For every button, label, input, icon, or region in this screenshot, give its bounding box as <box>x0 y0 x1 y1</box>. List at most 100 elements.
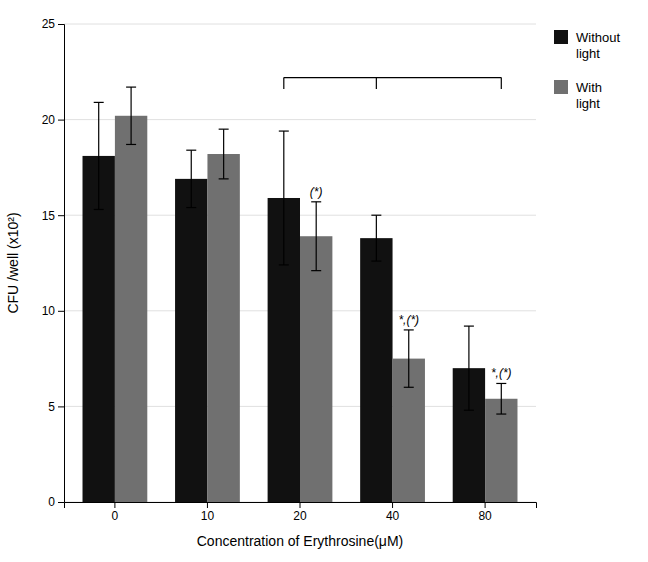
x-tick-label: 20 <box>293 509 307 523</box>
bar <box>115 116 147 502</box>
error-bar <box>311 202 321 271</box>
x-tick-line <box>485 502 486 508</box>
legend-swatch <box>554 80 568 94</box>
bracket-line <box>376 78 377 89</box>
error-bar-line <box>371 215 381 216</box>
error-bar-line <box>464 325 474 326</box>
error-bar-line <box>311 270 321 271</box>
y-tick-line <box>58 406 64 407</box>
marks <box>83 78 518 502</box>
error-bar-line <box>219 178 229 179</box>
legend: Withoutlight Withlight <box>554 30 620 111</box>
error-bar-line <box>223 129 224 179</box>
x-axis-line <box>65 503 537 509</box>
error-bar-line <box>279 264 289 265</box>
grid <box>64 24 536 502</box>
error-bar-line <box>464 410 474 411</box>
error-bar-line <box>219 129 229 130</box>
error-bar-line <box>283 131 284 265</box>
legend-label: Withoutlight <box>576 30 620 61</box>
y-axis: 0 5 10 15 20 25 <box>42 17 65 509</box>
y-tick-label: 0 <box>48 495 55 509</box>
plot: 0 5 10 15 20 25 0 10 20 40 80 (*) *,(*) *,(*) <box>42 17 537 522</box>
x-tick-line <box>207 502 208 508</box>
error-bar-line <box>468 326 469 410</box>
bar <box>485 399 517 502</box>
chart: 0 5 10 15 20 25 0 10 20 40 80 (*) *,(*) *,(*) Concentr… <box>0 0 648 562</box>
error-bar-line <box>371 260 381 261</box>
y-tick-label: 5 <box>48 400 55 414</box>
y-tick-label: 10 <box>42 304 56 318</box>
error-bar-line <box>501 383 502 414</box>
error-bar-line <box>130 87 131 144</box>
bar <box>360 238 392 502</box>
y-tick-label: 15 <box>42 209 56 223</box>
error-bar-line <box>311 201 321 202</box>
annotation: *,(*) <box>491 366 512 380</box>
error-bar <box>94 102 104 209</box>
y-tick-line <box>58 120 64 121</box>
error-bar-line <box>191 150 192 207</box>
error-bar <box>371 215 381 261</box>
annotations: (*) *,(*) *,(*) <box>310 185 512 381</box>
legend-label: Withlight <box>576 80 602 111</box>
y-tick-line <box>58 502 64 503</box>
x-tick-label: 0 <box>112 509 119 523</box>
error-bar-line <box>376 215 377 261</box>
error-bar-line <box>404 387 414 388</box>
bracket-line <box>283 78 284 89</box>
y-tick: 5 <box>48 400 64 414</box>
y-tick-label: 20 <box>42 113 56 127</box>
error-bar-line <box>316 202 317 271</box>
series <box>83 102 486 502</box>
bar <box>300 236 332 502</box>
error-bar <box>404 330 414 387</box>
error-bar <box>464 326 474 410</box>
error-bar-line <box>496 383 506 384</box>
error-bar-line <box>279 130 289 131</box>
error-bar-line <box>186 207 196 208</box>
error-bar-line <box>98 102 99 209</box>
y-axis-title: CFU /well (x10²) <box>5 212 21 313</box>
x-tick-line <box>114 502 115 508</box>
bar <box>175 179 207 502</box>
y-axis-line <box>58 25 65 503</box>
error-bar <box>186 150 196 207</box>
bracket-line <box>501 78 502 89</box>
y-tick: 25 <box>42 17 64 31</box>
x-tick: 80 <box>478 502 492 523</box>
bracket <box>284 78 501 89</box>
y-tick: 10 <box>42 304 64 318</box>
y-tick: 15 <box>42 209 64 223</box>
bar <box>207 154 239 502</box>
error-bar-line <box>186 150 196 151</box>
x-axis-title: Concentration of Erythrosine(μM) <box>197 533 403 549</box>
error-bar <box>279 131 289 265</box>
x-tick-label: 10 <box>201 509 215 523</box>
x-tick: 10 <box>201 502 215 523</box>
annotation: (*) <box>310 185 323 199</box>
series <box>115 87 518 502</box>
error-bar-line <box>126 86 136 87</box>
x-tick-line <box>300 502 301 508</box>
annotation: *,(*) <box>398 313 419 327</box>
x-tick-label: 40 <box>386 509 400 523</box>
error-bar <box>126 87 136 144</box>
error-bar <box>496 383 506 414</box>
y-tick-label: 25 <box>42 17 56 31</box>
y-tick: 20 <box>42 113 64 127</box>
y-tick: 0 <box>48 495 64 509</box>
error-bar-line <box>94 102 104 103</box>
y-tick-line <box>58 215 64 216</box>
x-tick: 40 <box>386 502 400 523</box>
error-bar-line <box>404 329 414 330</box>
error-bar <box>219 129 229 179</box>
error-bar-line <box>126 144 136 145</box>
legend-item: Withoutlight <box>554 30 620 61</box>
error-bar-line <box>94 209 104 210</box>
error-bar-line <box>408 330 409 387</box>
x-tick-label: 80 <box>478 509 492 523</box>
x-tick: 20 <box>293 502 307 523</box>
legend-swatch <box>554 30 568 44</box>
grid-line <box>64 24 536 25</box>
